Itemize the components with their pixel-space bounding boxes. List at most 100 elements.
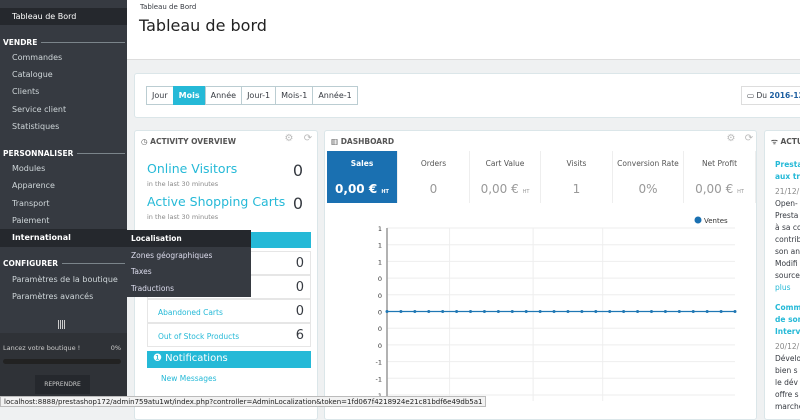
panel-title: DASHBOARD bbox=[340, 137, 395, 146]
data-point bbox=[608, 310, 612, 313]
abandoned-carts-row[interactable]: Abandoned Carts 0 bbox=[147, 299, 311, 323]
period-annee[interactable]: Année bbox=[204, 86, 243, 105]
collapse-icon[interactable] bbox=[58, 320, 65, 329]
submenu-zones[interactable]: Zones géographiques bbox=[131, 250, 213, 260]
active-carts-value: 0 bbox=[292, 194, 303, 213]
bar-chart-icon: ▥ bbox=[331, 137, 341, 146]
dashboard-panel: ▥ DASHBOARD ⚙ ⟳ Sales 0,00 € HT Orders 0 Ca… bbox=[324, 130, 757, 420]
y-tick-label: 1 bbox=[378, 242, 382, 250]
breadcrumb[interactable]: Tableau de Bord bbox=[140, 3, 197, 11]
config-icon[interactable]: ⚙ bbox=[726, 133, 736, 144]
data-point bbox=[663, 310, 667, 313]
launch-label: Lancez votre boutique ! bbox=[3, 344, 81, 352]
data-point bbox=[399, 310, 403, 313]
sidebar: Tableau de Bord VENDRE Commandes Catalog… bbox=[0, 0, 127, 407]
legend-marker bbox=[694, 216, 702, 224]
kpi-conversion-rate[interactable]: Conversion Rate 0% bbox=[613, 151, 684, 203]
data-point bbox=[649, 310, 653, 313]
refresh-icon[interactable]: ⟳ bbox=[303, 133, 313, 144]
y-tick-label: 0 bbox=[378, 309, 382, 317]
sidebar-item-parametres-avances[interactable]: Paramètres avancés bbox=[12, 292, 94, 301]
kpi-orders[interactable]: Orders 0 bbox=[399, 151, 470, 203]
clock-icon: ◷ bbox=[141, 137, 151, 146]
data-point bbox=[524, 310, 528, 313]
kpi-cart-value[interactable]: Cart Value 0,00 € HT bbox=[470, 151, 541, 203]
sidebar-item-commandes[interactable]: Commandes bbox=[12, 53, 63, 62]
data-point bbox=[733, 310, 737, 313]
kpi-sales[interactable]: Sales 0,00 € HT bbox=[327, 151, 398, 203]
data-point bbox=[496, 310, 500, 313]
read-more-link[interactable]: plus bbox=[775, 283, 791, 292]
kpi-label: Orders bbox=[420, 159, 447, 168]
y-tick-label: 1 bbox=[378, 258, 382, 266]
data-point bbox=[538, 310, 542, 313]
sidebar-item-clients[interactable]: Clients bbox=[12, 87, 40, 96]
online-visitors-value: 0 bbox=[292, 161, 303, 180]
y-tick-label: 0 bbox=[378, 292, 382, 300]
data-point bbox=[469, 310, 473, 313]
period-jour-1[interactable]: Jour-1 bbox=[241, 86, 277, 105]
legend-label: Ventes bbox=[704, 217, 728, 225]
new-messages-tab[interactable]: New Messages bbox=[161, 374, 217, 383]
rss-icon: ᯤ bbox=[771, 137, 781, 146]
config-icon[interactable]: ⚙ bbox=[284, 133, 294, 144]
sidebar-item-service-client[interactable]: Service client bbox=[12, 105, 67, 114]
status-bar-url: localhost:8888/prestashop172/admin759atu… bbox=[0, 396, 487, 407]
online-visitors-label[interactable]: Online Visitors bbox=[147, 161, 238, 176]
period-mois[interactable]: Mois bbox=[172, 86, 206, 105]
data-point bbox=[427, 310, 431, 313]
data-point bbox=[413, 310, 417, 313]
y-tick-label: 0 bbox=[378, 325, 382, 333]
sidebar-item-dashboard[interactable]: Tableau de Bord bbox=[0, 8, 127, 25]
submenu-taxes[interactable]: Taxes bbox=[131, 267, 152, 276]
data-point bbox=[691, 310, 695, 313]
kpi-value: 1 bbox=[572, 182, 581, 196]
out-of-stock-row[interactable]: Out of Stock Products 6 bbox=[147, 323, 311, 347]
data-point bbox=[455, 310, 459, 313]
submenu-localisation[interactable]: Localisation bbox=[127, 230, 251, 247]
sidebar-item-modules[interactable]: Modules bbox=[12, 164, 46, 173]
active-carts-label[interactable]: Active Shopping Carts bbox=[147, 194, 286, 209]
sidebar-item-statistiques[interactable]: Statistiques bbox=[12, 122, 60, 131]
period-toolbar: Jour Mois Année Jour-1 Mois-1 Année-1 ▭ … bbox=[134, 73, 800, 118]
data-point bbox=[622, 310, 626, 313]
data-point bbox=[705, 310, 709, 313]
sidebar-item-paiement[interactable]: Paiement bbox=[12, 216, 50, 225]
data-point bbox=[677, 310, 681, 313]
kpi-unit: HT bbox=[381, 189, 389, 195]
resume-button[interactable]: REPRENDRE bbox=[35, 375, 90, 394]
data-point bbox=[510, 310, 514, 313]
launch-progress-value: 0% bbox=[110, 344, 121, 352]
data-point bbox=[580, 310, 584, 313]
period-buttons: Jour Mois Année Jour-1 Mois-1 Année-1 bbox=[146, 86, 358, 105]
calendar-icon: ▭ bbox=[747, 91, 757, 100]
data-point bbox=[441, 310, 445, 313]
launch-progress-bar bbox=[3, 359, 121, 364]
data-point bbox=[482, 310, 486, 313]
kpi-value: 0,00 € bbox=[480, 182, 519, 196]
kpi-value: 0% bbox=[638, 182, 658, 196]
kpi-label: Net Profit bbox=[701, 159, 738, 168]
sidebar-item-apparence[interactable]: Apparence bbox=[12, 181, 55, 190]
page-title: Tableau de bord bbox=[139, 16, 267, 35]
sidebar-item-international[interactable]: International bbox=[0, 229, 127, 247]
sidebar-item-parametres-boutique[interactable]: Paramètres de la boutique bbox=[12, 275, 118, 284]
sidebar-item-catalogue[interactable]: Catalogue bbox=[12, 70, 53, 79]
info-icon: ❶ bbox=[153, 353, 166, 364]
period-mois-1[interactable]: Mois-1 bbox=[275, 86, 314, 105]
y-tick-label: -1 bbox=[376, 359, 382, 367]
sidebar-item-transport[interactable]: Transport bbox=[12, 199, 50, 208]
carts-sub: in the last 30 minutes bbox=[147, 213, 219, 221]
kpi-visits[interactable]: Visits 1 bbox=[542, 151, 613, 203]
kpi-net-profit[interactable]: Net Profit 0,00 € HT bbox=[685, 151, 756, 203]
kpi-label: Sales bbox=[350, 159, 374, 168]
refresh-icon[interactable]: ⟳ bbox=[744, 133, 754, 144]
period-jour[interactable]: Jour bbox=[146, 86, 174, 105]
date-range-button[interactable]: ▭ Du 2016-12-0 bbox=[741, 86, 800, 105]
international-submenu: Localisation Zones géographiques Taxes T… bbox=[127, 230, 251, 297]
period-annee-1[interactable]: Année-1 bbox=[312, 86, 358, 105]
submenu-traductions[interactable]: Traductions bbox=[131, 283, 175, 293]
